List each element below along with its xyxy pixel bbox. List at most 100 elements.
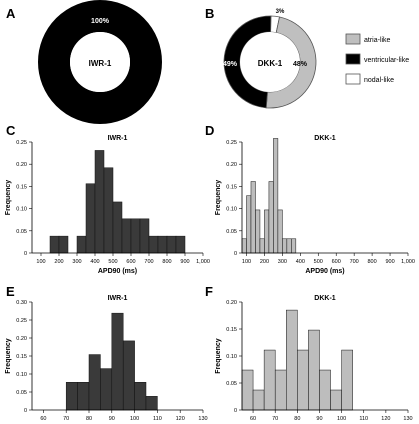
- x-tick-label: 400: [296, 259, 305, 265]
- histogram-bar: [122, 340, 135, 411]
- donut-percent-label-a: 100%: [91, 18, 110, 25]
- histogram-bar: [65, 382, 78, 411]
- y-tick-label: 0.20: [226, 162, 237, 168]
- histogram-bar: [241, 238, 247, 254]
- x-axis-label-d: APD90 (ms): [305, 268, 344, 275]
- y-axis-label-c: Frequency: [5, 180, 12, 216]
- x-axis-label-c: APD90 (ms): [98, 268, 137, 275]
- histogram-bar: [77, 382, 90, 411]
- x-tick-label: 120: [381, 416, 390, 422]
- histogram-bar: [286, 309, 298, 411]
- histogram-bar: [139, 218, 150, 254]
- panel-letter-e: E: [6, 284, 15, 299]
- y-tick-label: 0.20: [16, 162, 27, 168]
- x-tick-label: 200: [54, 259, 63, 265]
- histogram-bar: [100, 368, 113, 411]
- panel-letter-a: A: [6, 6, 16, 21]
- histogram-d: DKK-1 0 0.05 0.10 0.15 0.20 0.25 100 200 300 400 50…: [215, 135, 415, 275]
- legend-swatch-ventricular: [345, 53, 361, 65]
- histogram-bar: [259, 238, 265, 254]
- histogram-bar: [246, 195, 252, 254]
- x-tick-label: 800: [368, 259, 377, 265]
- histogram-bar: [94, 150, 105, 254]
- y-axis-label-f: Frequency: [215, 338, 222, 374]
- histogram-bar: [252, 389, 265, 411]
- x-tick-label: 1,000: [401, 259, 415, 265]
- y-tick-label: 0.10: [226, 354, 237, 360]
- histogram-bar: [121, 218, 132, 254]
- histogram-bar: [263, 349, 276, 411]
- x-tick-label: 80: [294, 416, 300, 422]
- histogram-bar: [148, 235, 159, 254]
- histogram-bar: [85, 183, 96, 254]
- y-tick-label: 0.15: [226, 184, 237, 190]
- histogram-bar: [274, 369, 287, 411]
- histogram-bar: [175, 235, 186, 254]
- x-tick-label: 1,000: [196, 259, 210, 265]
- x-tick-label: 130: [198, 416, 207, 422]
- donut-chart-b: DKK-1 48% 49% 3%: [223, 9, 317, 109]
- histogram-bar: [273, 138, 279, 254]
- panel-letter-f: F: [205, 284, 213, 299]
- donut-hole-b: [240, 32, 300, 92]
- donut-percent-label-ventricular: 49%: [223, 61, 238, 68]
- y-tick-label: 0.15: [16, 354, 27, 360]
- donut-percent-label-atria: 48%: [293, 61, 308, 68]
- legend-label-atria: atria-like: [364, 37, 391, 44]
- x-tick-label: 120: [176, 416, 185, 422]
- y-tick-label: 0: [234, 408, 237, 414]
- y-tick-label: 0: [234, 251, 237, 257]
- histogram-bar: [103, 167, 114, 254]
- donut-center-label-a: IWR-1: [89, 59, 112, 68]
- histogram-bar: [166, 235, 177, 254]
- legend-swatch-atria: [345, 33, 361, 45]
- histogram-bar: [268, 181, 274, 254]
- x-tick-label: 100: [130, 416, 139, 422]
- x-tick-label: 700: [350, 259, 359, 265]
- donut-chart-a: IWR-1 100%: [38, 0, 162, 124]
- histogram-bar: [49, 235, 60, 254]
- panel-letter-d: D: [205, 123, 214, 138]
- x-tick-label: 60: [250, 416, 256, 422]
- histogram-e: IWR-1 0 0.05 0.10 0.15 0.20 0.25 0.30 60 70 80 90 10…: [5, 295, 208, 422]
- x-tick-label: 80: [86, 416, 92, 422]
- x-tick-label: 130: [403, 416, 412, 422]
- x-tick-label: 500: [314, 259, 323, 265]
- histogram-bar: [319, 369, 331, 411]
- x-tick-label: 600: [332, 259, 341, 265]
- x-tick-label: 60: [40, 416, 46, 422]
- y-tick-label: 0: [24, 408, 27, 414]
- y-tick-label: 0.20: [16, 336, 27, 342]
- legend-swatch-nodal: [345, 73, 361, 85]
- histogram-bar: [112, 201, 123, 254]
- histogram-bar: [277, 209, 283, 254]
- donut-center-label-b: DKK-1: [258, 59, 283, 68]
- histogram-f: DKK-1 0 0.05 0.10 0.15 0.20 60 70 80 90 100 110 120 1…: [215, 295, 413, 422]
- x-tick-label: 600: [126, 259, 135, 265]
- donut-percent-label-nodal: 3%: [276, 9, 285, 15]
- x-tick-label: 100: [337, 416, 346, 422]
- y-tick-label: 0.05: [226, 229, 237, 235]
- panel-letter-b: B: [205, 6, 214, 21]
- histogram-bar: [111, 312, 124, 411]
- x-tick-label: 100: [36, 259, 45, 265]
- legend-label-ventricular: ventricular-like: [364, 57, 409, 64]
- histogram-title-e: IWR-1: [108, 295, 128, 302]
- histogram-bar: [88, 354, 101, 411]
- x-tick-label: 70: [63, 416, 69, 422]
- histogram-title-c: IWR-1: [108, 135, 128, 142]
- histogram-bar: [241, 369, 254, 411]
- x-tick-label: 110: [359, 416, 368, 422]
- x-tick-label: 300: [278, 259, 287, 265]
- y-tick-label: 0.25: [16, 140, 27, 146]
- x-tick-label: 100: [242, 259, 251, 265]
- histogram-bar: [282, 238, 288, 254]
- x-tick-label: 90: [316, 416, 322, 422]
- histogram-bar: [330, 389, 342, 411]
- histogram-bar: [250, 181, 256, 254]
- x-tick-label: 300: [72, 259, 81, 265]
- histogram-bar: [58, 235, 69, 254]
- y-tick-label: 0.25: [16, 318, 27, 324]
- histogram-bar: [255, 209, 261, 254]
